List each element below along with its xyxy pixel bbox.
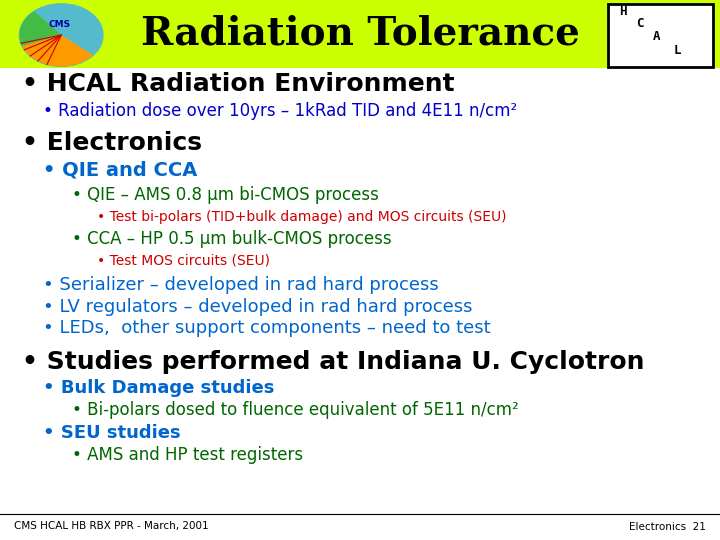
Text: • Serializer – developed in rad hard process: • Serializer – developed in rad hard pro…: [43, 276, 439, 294]
Bar: [608, 4, 713, 67]
Text: • SEU studies: • SEU studies: [43, 424, 181, 442]
Circle shape: [19, 4, 103, 66]
Text: • AMS and HP test registers: • AMS and HP test registers: [72, 446, 303, 464]
Text: • Test MOS circuits (SEU): • Test MOS circuits (SEU): [97, 253, 270, 267]
Text: H: H: [619, 5, 626, 18]
Text: • QIE and CCA: • QIE and CCA: [43, 160, 197, 180]
Text: A: A: [653, 30, 660, 43]
Text: • Bi-polars dosed to fluence equivalent of 5E11 n/cm²: • Bi-polars dosed to fluence equivalent …: [72, 401, 518, 420]
Text: Electronics  21: Electronics 21: [629, 522, 706, 531]
Text: • Bulk Damage studies: • Bulk Damage studies: [43, 379, 274, 397]
Text: C: C: [636, 17, 643, 30]
Text: Radiation Tolerance: Radiation Tolerance: [140, 15, 580, 52]
Text: L: L: [673, 44, 680, 57]
Text: CMS HCAL HB RBX PPR - March, 2001: CMS HCAL HB RBX PPR - March, 2001: [14, 522, 209, 531]
Wedge shape: [22, 35, 93, 66]
Text: • Studies performed at Indiana U. Cyclotron: • Studies performed at Indiana U. Cyclot…: [22, 350, 653, 374]
Wedge shape: [19, 11, 61, 46]
Text: • CCA – HP 0.5 μm bulk-CMOS process: • CCA – HP 0.5 μm bulk-CMOS process: [72, 230, 392, 248]
Bar: [0, 0, 720, 68]
Text: • LV regulators – developed in rad hard process: • LV regulators – developed in rad hard …: [43, 298, 473, 316]
Text: • HCAL Radiation Environment: • HCAL Radiation Environment: [22, 72, 454, 96]
Text: • Radiation dose over 10yrs – 1kRad TID and 4E11 n/cm²: • Radiation dose over 10yrs – 1kRad TID …: [43, 102, 518, 120]
Text: • Test bi-polars (TID+bulk damage) and MOS circuits (SEU): • Test bi-polars (TID+bulk damage) and M…: [97, 210, 507, 224]
Text: • QIE – AMS 0.8 μm bi-CMOS process: • QIE – AMS 0.8 μm bi-CMOS process: [72, 186, 379, 205]
Text: CMS: CMS: [49, 20, 71, 29]
Text: • LEDs,  other support components – need to test: • LEDs, other support components – need …: [43, 319, 491, 338]
Text: • Electronics: • Electronics: [22, 131, 202, 155]
